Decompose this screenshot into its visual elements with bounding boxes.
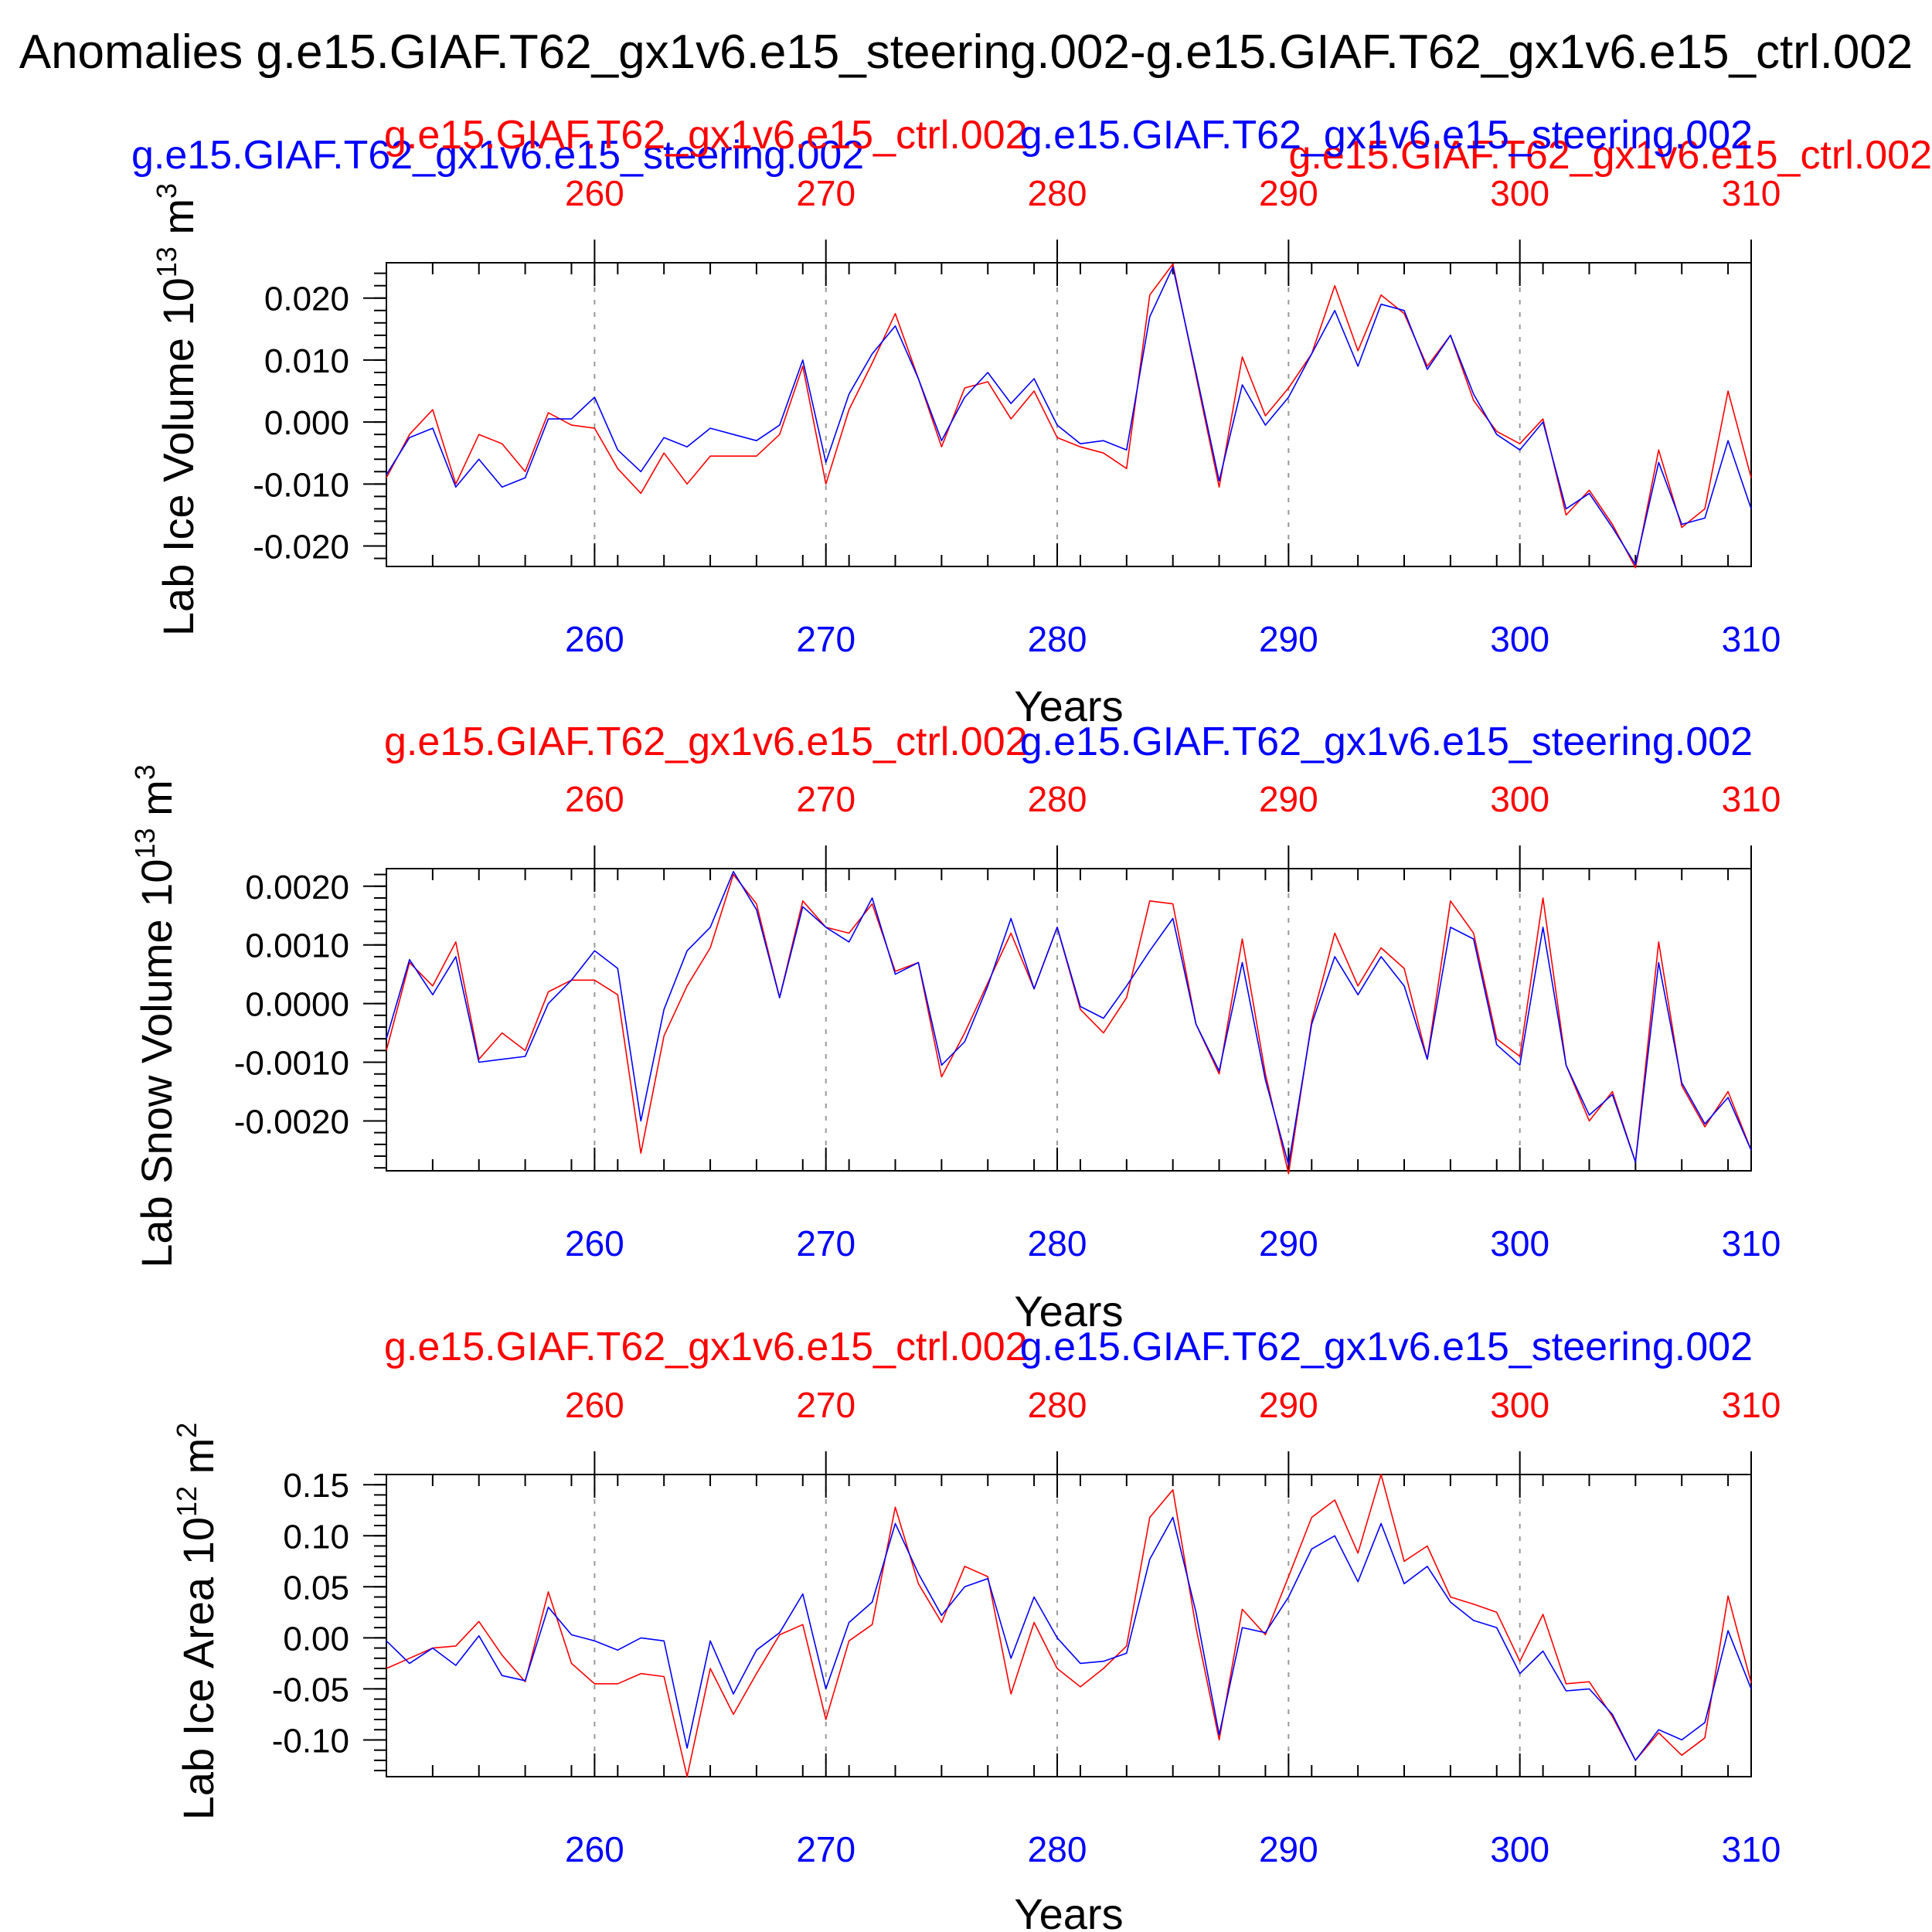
y-tick-label: 0.15: [283, 1467, 349, 1505]
y-tick-label: -0.05: [272, 1671, 349, 1709]
y-tick-label: -0.0020: [234, 1103, 349, 1141]
plot-frame: [386, 1474, 1752, 1777]
x-tick-label-top: 310: [1722, 1385, 1781, 1425]
x-tick-label-bottom: 280: [1028, 1223, 1087, 1264]
x-tick-label-top: 270: [796, 1385, 855, 1425]
x-tick-label-top: 260: [565, 779, 624, 819]
panel-ice-volume: g.e15.GIAF.T62_gx1v6.e15_steering.002 g.…: [131, 113, 1932, 730]
x-tick-label-top: 280: [1028, 173, 1087, 213]
bottom-series-label: g.e15.GIAF.T62_gx1v6.e15_steering.002: [1020, 113, 1753, 158]
series-line: [386, 871, 1752, 1166]
y-tick-label: -0.0010: [234, 1045, 349, 1083]
panel-ice-area: g.e15.GIAF.T62_gx1v6.e15_ctrl.002 g.e15.…: [171, 1325, 1781, 1932]
x-tick-label-bottom: 270: [796, 619, 855, 659]
x-tick-label-bottom: 290: [1259, 1223, 1318, 1264]
y-tick-label: 0.00: [283, 1620, 349, 1658]
x-tick-label-top: 280: [1028, 779, 1087, 819]
x-tick-label-bottom: 260: [565, 1829, 624, 1869]
y-tick-label: 0.010: [264, 342, 349, 380]
x-tick-label-bottom: 290: [1259, 619, 1318, 659]
y-tick-label: 0.0000: [245, 986, 349, 1024]
x-axis-label: Years: [1014, 682, 1123, 730]
x-axis-label: Years: [1014, 1889, 1123, 1932]
panel-title-left: g.e15.GIAF.T62_gx1v6.e15_steering.002: [131, 133, 864, 178]
panel-snow-volume: g.e15.GIAF.T62_gx1v6.e15_ctrl.002 g.e15.…: [129, 719, 1781, 1335]
x-tick-label-bottom: 290: [1259, 1829, 1318, 1869]
x-tick-label-top: 290: [1259, 1385, 1318, 1425]
y-tick-label: -0.020: [253, 529, 349, 566]
series-line: [386, 873, 1752, 1175]
y-tick-label: 0.000: [264, 404, 349, 442]
x-tick-label-top: 300: [1490, 1385, 1549, 1425]
x-tick-label-top: 270: [796, 779, 855, 819]
x-tick-label-top: 290: [1259, 173, 1318, 213]
ice-area-plot: 260 260 270 270 280 280 290 290 300 300 310 310 -0.1…: [272, 1385, 1781, 1869]
series-line: [386, 263, 1752, 569]
x-tick-label-top: 300: [1490, 173, 1549, 213]
x-tick-label-bottom: 270: [796, 1223, 855, 1264]
series-line: [386, 1474, 1752, 1777]
panel-title-right: g.e15.GIAF.T62_gx1v6.e15_ctrl.002: [1288, 133, 1932, 178]
x-tick-label-top: 260: [565, 1385, 624, 1425]
y-tick-label: 0.0020: [245, 869, 349, 906]
x-axis-label: Years: [1014, 1287, 1123, 1335]
x-tick-label-bottom: 310: [1722, 1829, 1781, 1869]
snow-volume-plot: 260 260 270 270 280 280 290 290 300 300 310 310 -0.0…: [234, 779, 1781, 1264]
ice-volume-plot: 260 260 270 270 280 280 290 290 300 300 310 310 -0.0…: [253, 173, 1781, 659]
bottom-series-label: g.e15.GIAF.T62_gx1v6.e15_steering.002: [1020, 1325, 1753, 1369]
x-tick-label-bottom: 310: [1722, 619, 1781, 659]
series-line: [386, 1516, 1752, 1761]
x-tick-label-bottom: 300: [1490, 1223, 1549, 1264]
top-series-label: g.e15.GIAF.T62_gx1v6.e15_ctrl.002: [384, 1325, 1028, 1369]
plot-frame: [386, 868, 1752, 1172]
x-tick-label-top: 310: [1722, 173, 1781, 213]
x-tick-label-top: 280: [1028, 1385, 1087, 1425]
bottom-series-label: g.e15.GIAF.T62_gx1v6.e15_steering.002: [1020, 719, 1753, 764]
figure-main-title: Anomalies g.e15.GIAF.T62_gx1v6.e15_steer…: [19, 26, 1913, 79]
y-tick-label: -0.10: [272, 1722, 349, 1760]
x-tick-label-top: 310: [1722, 779, 1781, 819]
y-axis-label: Lab Ice Volume 1013 m3: [151, 183, 202, 636]
x-tick-label-top: 290: [1259, 779, 1318, 819]
series-line: [386, 266, 1752, 566]
x-tick-label-bottom: 270: [796, 1829, 855, 1869]
x-tick-label-bottom: 300: [1490, 619, 1549, 659]
y-tick-label: 0.10: [283, 1518, 349, 1556]
x-tick-label-bottom: 280: [1028, 1829, 1087, 1869]
x-tick-label-bottom: 310: [1722, 1223, 1781, 1264]
x-tick-label-bottom: 280: [1028, 619, 1087, 659]
y-axis-label: Lab Snow Volume 1013 m3: [129, 764, 181, 1268]
top-series-label: g.e15.GIAF.T62_gx1v6.e15_ctrl.002: [384, 113, 1028, 158]
x-tick-label-bottom: 260: [565, 1223, 624, 1264]
y-tick-label: 0.0010: [245, 927, 349, 965]
plot-frame: [386, 262, 1752, 567]
y-tick-label: 0.05: [283, 1569, 349, 1607]
x-tick-label-bottom: 300: [1490, 1829, 1549, 1869]
y-tick-label: 0.020: [264, 281, 349, 318]
x-tick-label-top: 260: [565, 173, 624, 213]
top-series-label: g.e15.GIAF.T62_gx1v6.e15_ctrl.002: [384, 719, 1028, 764]
y-axis-label: Lab Ice Area 1012 m2: [171, 1423, 223, 1821]
y-tick-label: -0.010: [253, 466, 349, 504]
x-tick-label-top: 300: [1490, 779, 1549, 819]
x-tick-label-top: 270: [796, 173, 855, 213]
x-tick-label-bottom: 260: [565, 619, 624, 659]
